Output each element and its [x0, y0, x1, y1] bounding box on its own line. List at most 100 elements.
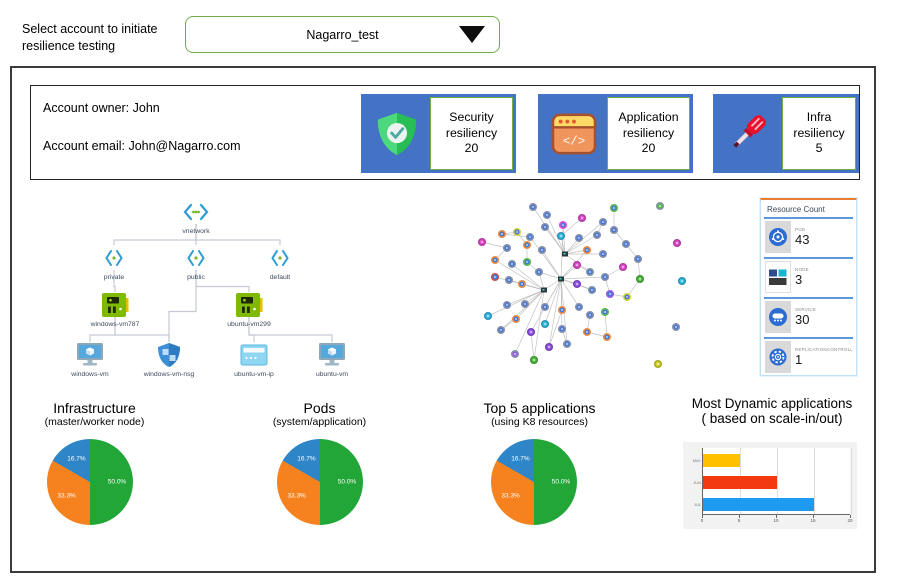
topology-node-label: ubuntu-vm-ip [234, 371, 274, 378]
account-email-text: Account email: John@Nagarro.com [43, 139, 241, 153]
resource-label: POD [795, 227, 806, 232]
graph-node [556, 231, 566, 241]
pie-slice-label: 50.0% [107, 478, 127, 486]
top5-apps-chart-title: Top 5 applications (using K8 resources) [483, 400, 596, 428]
pie-slice-label: 50.0% [551, 478, 571, 486]
security-resiliency-card: Security resiliency 20 [361, 94, 516, 173]
graph-node [537, 245, 547, 255]
graph-node [600, 272, 610, 282]
bar-may [703, 454, 740, 467]
topology-node-label: public [187, 274, 205, 281]
infrastructure-pie-chart: 50.0% 33.3% 16.7% [47, 439, 133, 525]
graph-node [522, 240, 532, 250]
service-icon [765, 301, 791, 333]
resource-count-title: Resource Count [767, 205, 825, 214]
graph-node [528, 202, 538, 212]
graph-node [622, 292, 632, 302]
topology-edge [195, 270, 250, 292]
resource-row-pod: POD 43 [764, 217, 853, 255]
graph-node [618, 262, 628, 272]
graph-node [502, 243, 512, 253]
resource-value: 43 [795, 232, 810, 247]
resource-row-service: SERVICE 30 [764, 297, 853, 335]
dropdown-arrow-icon [459, 26, 485, 43]
svg-text:</>: </> [563, 134, 585, 148]
bar-axis-tick: 5 [737, 518, 741, 523]
resource-value: 1 [795, 352, 803, 367]
account-dropdown[interactable]: Nagarro_test [185, 16, 500, 53]
topology-edge [114, 317, 170, 342]
graph-node [522, 257, 532, 267]
graph-node [497, 229, 507, 239]
pods-chart-title: Pods (system/application) [272, 400, 367, 428]
resource-count-panel: Resource Count POD 43 NODE 3 SERVICE 30 … [760, 198, 857, 376]
graph-node [525, 232, 535, 242]
pie-slice-label: 16.7% [511, 455, 530, 463]
replicationcontroller-icon [765, 341, 791, 373]
graph-node [542, 210, 552, 220]
topology-node-windows-vm787: windows-vm787 [90, 293, 140, 328]
graph-node [592, 230, 602, 240]
graph-node [609, 225, 619, 235]
graph-node [598, 217, 608, 227]
top5-apps-pie-chart: 50.0% 33.3% 16.7% [491, 439, 577, 525]
bar-jul [703, 498, 814, 511]
infrastructure-chart-title: Infrastructure (master/worker node) [44, 400, 145, 428]
bar-axis-tick: 15 [810, 518, 816, 523]
screwdriver-icon [716, 97, 782, 170]
graph-node [557, 324, 567, 334]
graph-node [585, 267, 595, 277]
pie-slice-label: 33.3% [287, 492, 306, 500]
graph-node [490, 272, 500, 282]
graph-node [633, 254, 643, 264]
graph-node [562, 339, 572, 349]
resource-row-replicationcontroller: REPLICATIONCONTROLLER 1 [764, 337, 853, 375]
dynamic-apps-chart-title: Most Dynamic applications ( based on sca… [691, 396, 853, 426]
main-dashboard-panel: Account owner: John Account email: John@… [10, 66, 876, 573]
graph-node [477, 237, 487, 247]
topology-node-label: windows-vm787 [90, 321, 140, 328]
topology-node-label: default [270, 274, 291, 281]
graph-node [572, 260, 582, 270]
pie-slice-label: 16.7% [297, 455, 316, 463]
shield-check-icon [364, 97, 430, 170]
account-select-label: Select account to initiate resilience te… [22, 22, 158, 53]
topology-edge [168, 270, 197, 342]
resource-label: SERVICE [795, 307, 817, 312]
bar-axis-tick: 0 [700, 518, 704, 523]
topology-node-label: windows-vm-nsg [143, 371, 195, 378]
graph-hub-node [562, 251, 568, 257]
network-topology-diagram: vnetwork private public default windows-… [70, 203, 348, 378]
topology-node-label: windows-vm [70, 371, 109, 378]
topology-node-label: private [104, 274, 125, 281]
graph-hub-node [541, 287, 547, 293]
graph-node [511, 314, 521, 324]
account-dropdown-value: Nagarro_test [306, 27, 379, 42]
application-network-graph [477, 201, 687, 369]
graph-node [677, 276, 687, 286]
graph-node [529, 355, 539, 365]
graph-node [483, 311, 493, 321]
graph-node [671, 322, 681, 332]
topology-node-ubuntu-vm-ip: ubuntu-vm-ip [234, 344, 274, 378]
topology-edge [195, 224, 281, 245]
graph-node [582, 245, 592, 255]
graph-node [600, 307, 610, 317]
graph-node [574, 233, 584, 243]
pie-slice-label: 50.0% [337, 478, 357, 486]
topology-node-windows-vm: windows-vm [70, 343, 109, 378]
resource-value: 30 [795, 312, 810, 327]
graph-node [605, 289, 615, 299]
graph-node [504, 275, 514, 285]
infra-resiliency-value: Infra resiliency 5 [782, 97, 856, 170]
graph-node [512, 227, 522, 237]
graph-node [602, 332, 612, 342]
bar-axis-tick: 10 [773, 518, 779, 523]
topology-node-ubuntu-vm: ubuntu-vm [316, 343, 348, 378]
pod-icon [765, 221, 791, 253]
bar-category-label: JUN [693, 480, 701, 485]
graph-node [572, 279, 582, 289]
graph-node [544, 342, 554, 352]
graph-node [490, 255, 500, 265]
dynamic-apps-bar-chart: MAY JUN JUL 0 5 10 15 20 [683, 442, 857, 529]
